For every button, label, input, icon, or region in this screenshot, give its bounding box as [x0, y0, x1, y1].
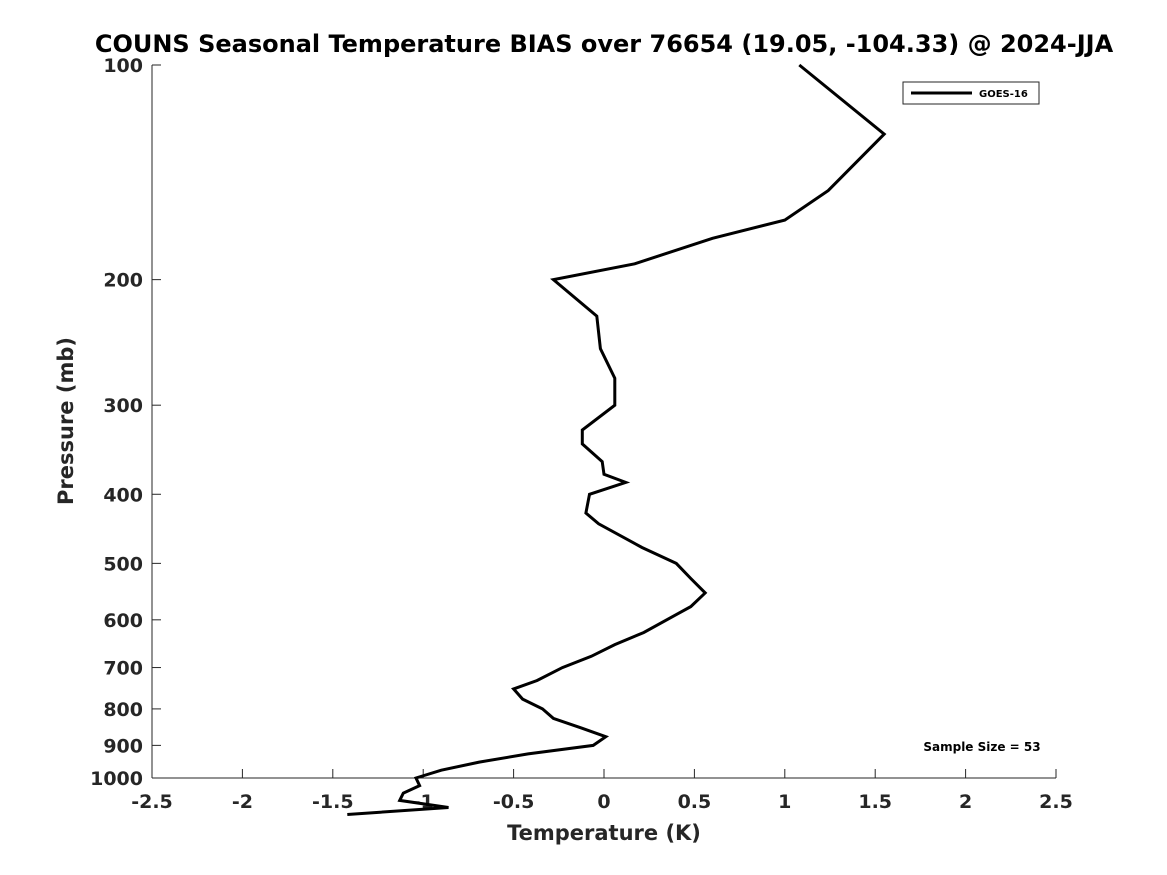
x-axis-ticks: -2.5 -2 -1.5 -1 -0.5 0 0.5 1 1.5 2 2.5 — [131, 769, 1073, 813]
x-tick-label: -2.5 — [131, 791, 173, 813]
y-tick-label: 200 — [103, 270, 143, 292]
plot-area: -2.5 -2 -1.5 -1 -0.5 0 0.5 1 1.5 2 2.5 10020030040… — [90, 55, 1073, 816]
x-tick-label: -2 — [232, 791, 253, 813]
y-tick-label: 800 — [103, 699, 143, 721]
y-tick-label: 100 — [103, 55, 143, 77]
y-tick-label: 700 — [103, 658, 143, 680]
x-tick-label: -1.5 — [312, 791, 354, 813]
legend-label-goes-16: GOES-16 — [979, 89, 1028, 100]
x-tick-label: 0.5 — [678, 791, 712, 813]
y-tick-label: 1000 — [90, 768, 143, 790]
y-tick-label: 500 — [103, 553, 143, 575]
series-layer — [347, 63, 887, 816]
x-tick-label: 2.5 — [1039, 791, 1073, 813]
x-tick-label: 1.5 — [858, 791, 892, 813]
x-axis-label: Temperature (K) — [507, 821, 701, 845]
chart-title: COUNS Seasonal Temperature BIAS over 766… — [95, 30, 1114, 58]
legend: GOES-16 — [902, 81, 1040, 105]
x-tick-label: 1 — [778, 791, 791, 813]
y-tick-label: 300 — [103, 395, 143, 417]
y-tick-label: 400 — [103, 484, 143, 506]
x-tick-label: 2 — [959, 791, 972, 813]
y-axis-ticks: 100 200 300 400 500 600 700 800 900 1000 — [90, 55, 161, 790]
y-tick-label: 600 — [103, 610, 143, 632]
x-tick-label: 0 — [597, 791, 610, 813]
sample-size-annotation: Sample Size = 53 — [923, 740, 1040, 754]
y-tick-label: 900 — [103, 735, 143, 757]
series-line-goes-16 — [347, 63, 887, 816]
x-tick-label: -0.5 — [493, 791, 535, 813]
y-axis-label: Pressure (mb) — [54, 337, 78, 505]
